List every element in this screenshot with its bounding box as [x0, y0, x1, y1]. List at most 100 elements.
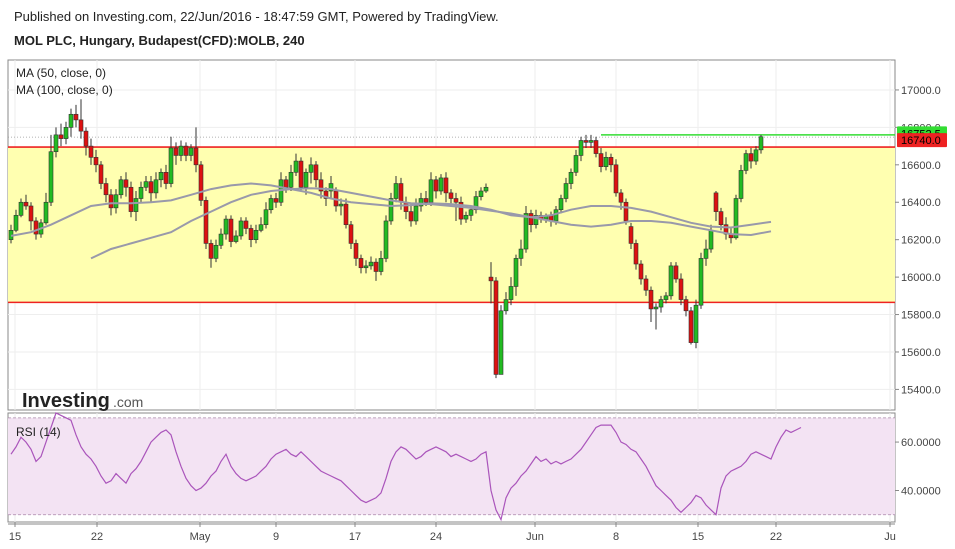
candle-body-67 [343, 203, 349, 226]
published-caption: Published on Investing.com, 22/Jun/2016 … [14, 9, 499, 24]
candle-body-86 [438, 177, 444, 192]
candle-31 [163, 164, 169, 190]
candle-body-51 [263, 209, 269, 226]
candle-body-120 [608, 157, 614, 166]
candle-body-58 [298, 160, 304, 188]
candle-body-130 [658, 299, 664, 308]
candle-body-55 [283, 179, 289, 188]
candle-70 [358, 254, 364, 274]
candle-28 [148, 176, 154, 203]
candle-body-133 [673, 265, 679, 280]
candle-128 [648, 286, 654, 323]
candle-body-38 [198, 164, 204, 201]
candle-body-59 [303, 171, 309, 188]
candle-body-109 [553, 209, 559, 222]
candle-body-135 [683, 299, 689, 312]
candle-body-129 [653, 306, 659, 310]
candle-body-28 [148, 181, 154, 194]
candle-5 [33, 217, 39, 240]
candle-53 [273, 192, 279, 208]
candle-body-80 [408, 211, 414, 222]
candle-body-36 [188, 147, 194, 156]
price-tick-label-3: 16000.0 [901, 272, 941, 284]
candle-body-134 [678, 278, 684, 300]
candle-body-126 [638, 263, 644, 280]
candle-body-150 [758, 136, 764, 151]
price-tick-label-1: 15600.0 [901, 347, 941, 359]
candle-body-83 [423, 198, 429, 203]
candle-73 [373, 258, 379, 281]
candle-112 [568, 168, 574, 190]
price-tag-labels: 16752.516740.0 [897, 126, 947, 148]
candle-body-5 [33, 220, 39, 235]
investing-logo: Investing .com [22, 390, 143, 412]
price-tick-label-0: 15400.0 [901, 384, 941, 396]
candle-42 [218, 228, 224, 250]
time-axis: 15 22 May 9 17 24 Jun 8 15 22 Ju [8, 522, 896, 543]
candle-19 [103, 177, 109, 203]
candle-body-122 [618, 192, 624, 203]
candle-32 [168, 136, 174, 188]
rsi-tick-label-0: 40.0000 [901, 486, 941, 498]
brand-name: Investing [22, 390, 110, 412]
candle-130 [658, 295, 664, 313]
candle-body-24 [128, 186, 134, 212]
candle-body-68 [348, 224, 354, 244]
candle-body-141 [713, 192, 719, 212]
candle-body-13 [73, 113, 79, 121]
candle-76 [388, 192, 394, 225]
candle-body-47 [243, 220, 249, 229]
candle-body-112 [568, 171, 574, 184]
candle-77 [393, 176, 399, 203]
candle-body-37 [193, 147, 199, 166]
candle-49 [253, 224, 259, 244]
candle-body-33 [173, 147, 179, 156]
candle-body-104 [528, 213, 534, 226]
candle-body-96 [488, 276, 494, 282]
candle-56 [288, 164, 294, 192]
price-tag-last: 16740.0 [901, 135, 941, 147]
candle-body-111 [563, 183, 569, 199]
candle-body-29 [153, 179, 159, 194]
candle-9 [53, 127, 59, 158]
candle-113 [573, 149, 579, 177]
candle-body-11 [63, 127, 69, 139]
candle-body-78 [398, 183, 404, 203]
candle-body-98 [498, 310, 504, 375]
candle-82 [418, 192, 424, 212]
candle-103 [523, 205, 529, 253]
candle-body-137 [693, 304, 699, 343]
candle-body-26 [138, 186, 144, 199]
candle-body-91 [463, 215, 469, 220]
price-tag-last-box [897, 133, 947, 148]
candle-body-84 [428, 179, 434, 203]
candle-134 [678, 273, 684, 306]
candle-21 [113, 189, 119, 214]
candle-body-138 [698, 258, 704, 306]
candle-body-45 [233, 235, 239, 242]
candle-body-89 [453, 198, 459, 203]
rsi-band-fill [8, 417, 895, 515]
candle-body-99 [503, 299, 509, 312]
candle-132 [668, 262, 674, 300]
candle-74 [378, 250, 384, 276]
candle-body-127 [643, 278, 649, 291]
candle-51 [263, 202, 269, 229]
candle-body-113 [573, 155, 579, 173]
candle-body-76 [388, 198, 394, 222]
candle-body-123 [623, 201, 629, 222]
candle-body-87 [443, 177, 449, 194]
candle-body-62 [318, 179, 324, 192]
candle-71 [363, 260, 369, 274]
candle-body-41 [213, 244, 219, 259]
candle-body-92 [468, 209, 474, 216]
candle-body-50 [258, 224, 264, 231]
candle-body-117 [593, 140, 599, 154]
candle-17 [93, 149, 99, 173]
candle-body-61 [313, 164, 319, 181]
price-tick-label-5: 16400.0 [901, 197, 941, 209]
candle-111 [563, 177, 569, 203]
candle-body-131 [663, 295, 669, 300]
candle-72 [368, 256, 374, 270]
candle-145 [733, 194, 739, 240]
